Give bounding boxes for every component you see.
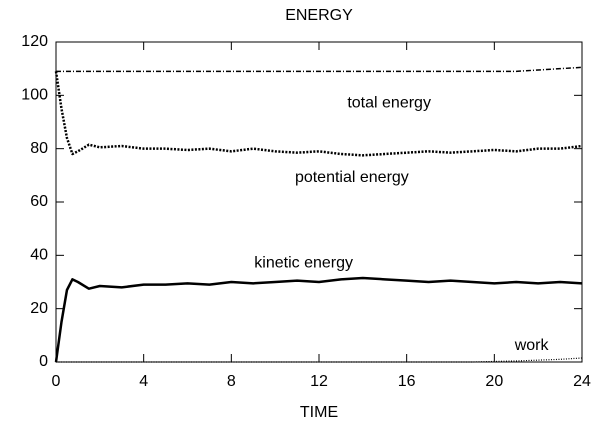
series-label: work [514, 337, 550, 354]
y-tick-label: 60 [30, 193, 48, 210]
x-tick-label: 8 [227, 373, 236, 390]
series-label: kinetic energy [254, 255, 353, 272]
x-axis-label: TIME [300, 404, 338, 421]
x-tick-label: 20 [485, 373, 503, 390]
series-label: total energy [347, 95, 431, 112]
series-label: potential energy [295, 169, 409, 186]
data-line [56, 66, 583, 73]
chart-title: ENERGY [285, 7, 353, 24]
x-tick-label: 0 [52, 373, 61, 390]
x-tick-label: 12 [310, 373, 328, 390]
y-tick-label: 40 [30, 247, 48, 264]
y-tick-label: 100 [21, 87, 48, 104]
data-line [54, 276, 583, 363]
x-tick-label: 24 [573, 373, 591, 390]
y-tick-label: 80 [30, 140, 48, 157]
plot-frame [55, 41, 583, 363]
x-tick-label: 4 [139, 373, 148, 390]
x-tick-label: 16 [398, 373, 416, 390]
y-tick-label: 120 [21, 33, 48, 50]
y-tick-label: 0 [39, 353, 48, 370]
y-tick-label: 20 [30, 300, 48, 317]
data-line [54, 71, 583, 157]
